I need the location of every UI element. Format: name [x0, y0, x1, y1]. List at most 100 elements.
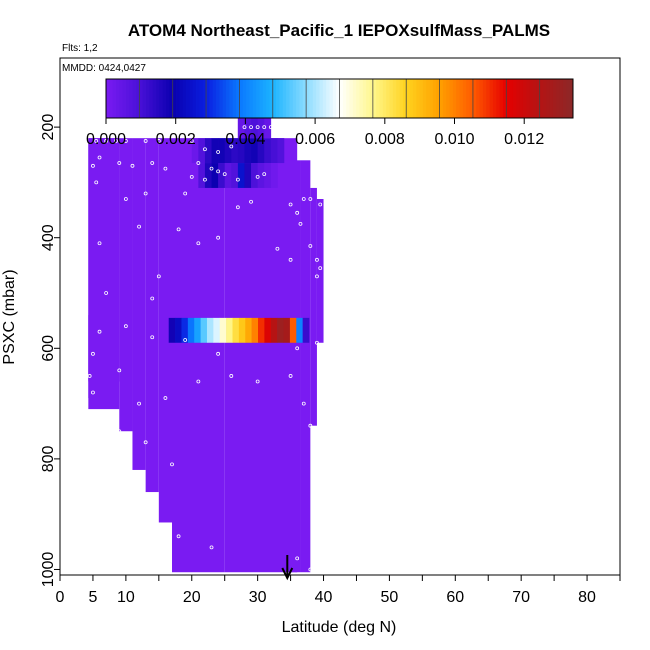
colorbar-segment — [206, 79, 210, 118]
colorbar-segment — [536, 79, 541, 118]
colorbar-segment — [472, 79, 477, 118]
colorbar-segment — [279, 79, 284, 118]
colorbar-segment — [246, 79, 250, 118]
sample-point — [249, 125, 253, 130]
y-axis-label: PSXC (mbar) — [1, 269, 18, 364]
sample-point — [255, 125, 260, 130]
sample-point — [229, 374, 234, 378]
heatmap-cell — [145, 138, 159, 493]
heatmap-cell — [172, 138, 225, 573]
colorbar-segment — [296, 79, 300, 118]
colorbar-segment — [349, 79, 354, 118]
sample-point — [123, 324, 128, 329]
colorbar-segment — [496, 79, 501, 118]
heatmap-cell — [258, 317, 265, 343]
colorbar-segment — [486, 79, 491, 118]
sample-point — [308, 423, 313, 428]
colorbar-segment — [286, 79, 290, 118]
colorbar-segment — [329, 79, 334, 118]
sample-point — [235, 177, 240, 182]
sample-point — [315, 340, 319, 345]
colorbar-segment — [149, 79, 154, 118]
colorbar-segment — [516, 79, 521, 118]
heatmap-cell — [187, 317, 195, 343]
colorbar-segment — [562, 79, 567, 118]
sample-point — [315, 274, 319, 279]
colorbar: 0.000 0.002 0.004 0.006 0.008 0.010 0.012 — [86, 78, 574, 148]
colorbar-segment — [139, 79, 144, 118]
colorbar-segment — [429, 79, 434, 118]
colorbar-segment — [359, 79, 364, 118]
colorbar-tick-label: 0.010 — [434, 131, 474, 148]
sample-point — [262, 125, 267, 130]
x-tick-label: 80 — [578, 589, 596, 606]
colorbar-segment — [369, 79, 374, 118]
sample-point — [150, 296, 155, 301]
colorbar-segment — [152, 79, 157, 118]
heatmap-cell — [300, 160, 311, 573]
colorbar-segment — [242, 79, 247, 118]
heatmap-cell — [244, 163, 252, 188]
sample-point — [123, 139, 128, 143]
sample-point — [308, 567, 313, 572]
colorbar-segment — [229, 79, 234, 118]
sample-point — [91, 351, 95, 356]
x-tick-label: 60 — [446, 589, 464, 606]
heatmap-cell — [200, 317, 208, 343]
heatmap-cell — [251, 116, 258, 139]
colorbar-tick-label: 0.012 — [504, 131, 544, 148]
sample-point — [262, 172, 267, 177]
colorbar-segment — [226, 79, 230, 118]
sample-point — [196, 241, 201, 246]
colorbar-segment — [379, 79, 384, 118]
colorbar-segment — [549, 79, 554, 118]
colorbar-segment — [529, 79, 534, 118]
colorbar-segment — [192, 79, 197, 118]
sample-point — [94, 139, 99, 143]
colorbar-segment — [456, 79, 460, 118]
sample-point — [137, 401, 141, 406]
sample-point — [117, 368, 122, 373]
colorbar-segment — [299, 79, 304, 118]
heatmap-cell — [211, 163, 219, 188]
x-tick-label: 5 — [88, 589, 97, 606]
heatmap-cell — [237, 163, 245, 188]
sample-point — [209, 166, 214, 171]
sample-point — [216, 235, 221, 240]
sample-point — [137, 224, 141, 229]
colorbar-segment — [316, 79, 320, 118]
sample-point — [242, 125, 247, 130]
colorbar-tick-label: 0.008 — [365, 131, 405, 148]
sample-point — [288, 374, 293, 378]
sample-point — [295, 556, 300, 561]
y-tick-label: 400 — [40, 224, 57, 251]
heatmap-cell — [224, 138, 232, 164]
colorbar-segment — [166, 79, 170, 118]
heatmap-cell — [245, 317, 252, 343]
colorbar-segment — [399, 79, 404, 118]
sample-point — [249, 199, 253, 204]
colorbar-segment — [459, 79, 464, 118]
colorbar-segment — [492, 79, 497, 118]
heatmap-cell — [251, 138, 258, 164]
heatmap-cell — [175, 317, 182, 343]
colorbar-segment — [262, 79, 267, 118]
sample-point — [143, 139, 148, 143]
colorbar-segment — [539, 79, 544, 118]
sample-point — [209, 545, 214, 550]
sample-point — [117, 429, 122, 434]
colorbar-segment — [356, 79, 360, 118]
sample-point — [196, 379, 201, 384]
heatmap-cell — [257, 116, 265, 139]
colorbar-segment — [502, 79, 507, 118]
sample-point — [123, 197, 128, 201]
sample-point — [315, 257, 319, 262]
x-tick-label: 50 — [381, 589, 399, 606]
colorbar-segment — [522, 79, 527, 118]
heatmap-cell — [88, 138, 120, 410]
heatmap-cell — [181, 317, 189, 343]
sample-point — [150, 161, 155, 165]
colorbar-segment — [402, 79, 407, 118]
colorbar-segment — [372, 79, 377, 118]
